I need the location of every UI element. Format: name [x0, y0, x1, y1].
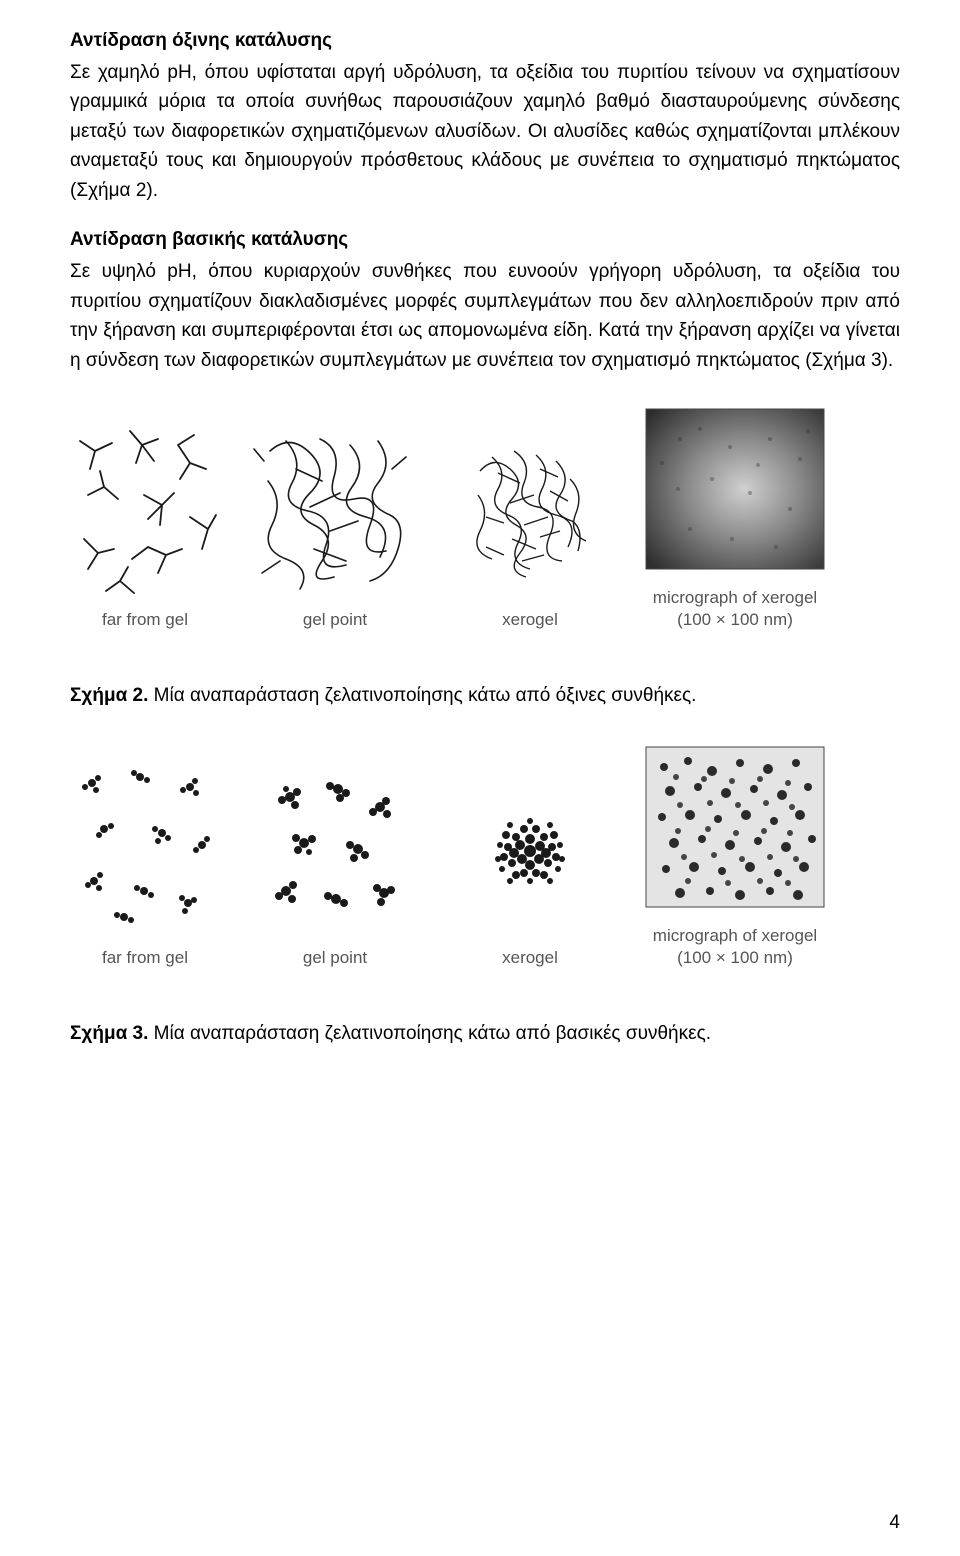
fig3-label-c: xerogel [502, 947, 558, 969]
figure-3-caption: Σχήμα 3. Μία αναπαράσταση ζελατινοποίηση… [70, 1023, 900, 1045]
fig3-caption-text: Μία αναπαράσταση ζελατινοποίησης κάτω απ… [148, 1023, 711, 1044]
fig2-label-a: far from gel [102, 609, 188, 631]
fig3-panel-xerogel: xerogel [450, 759, 610, 969]
fig2-panel-micrograph: micrograph of xerogel (100 × 100 nm) [640, 399, 830, 631]
section2-heading: Αντίδραση βασικής κατάλυσης [70, 229, 900, 251]
fig2-panel-far: far from gel [70, 421, 220, 631]
fig2-label-b: gel point [303, 609, 367, 631]
figure-2-row: far from gel gel point [70, 399, 900, 631]
fig2-label-c: xerogel [502, 609, 558, 631]
page-number: 4 [889, 1512, 900, 1534]
fig2-gel-point-icon [250, 421, 420, 601]
fig3-gel-point-icon [250, 759, 420, 939]
fig3-far-from-gel-icon [70, 759, 220, 939]
figure-2: far from gel gel point [70, 399, 900, 631]
section2-para: Σε υψηλό pH, όπου κυριαρχούν συνθήκες πο… [70, 257, 900, 375]
fig2-label-d: micrograph of xerogel (100 × 100 nm) [653, 587, 817, 631]
fig2-caption-text: Μία αναπαράσταση ζελατινοποίησης κάτω απ… [148, 685, 696, 706]
fig2-caption-bold: Σχήμα 2. [70, 685, 148, 706]
fig3-label-b: gel point [303, 947, 367, 969]
fig3-panel-micrograph: micrograph of xerogel (100 × 100 nm) [640, 737, 830, 969]
fig3-caption-bold: Σχήμα 3. [70, 1023, 148, 1044]
fig3-xerogel-icon [450, 759, 610, 939]
fig2-micrograph-icon [640, 399, 830, 579]
fig3-panel-far: far from gel [70, 759, 220, 969]
figure-2-caption: Σχήμα 2. Μία αναπαράσταση ζελατινοποίηση… [70, 685, 900, 707]
fig3-micrograph-icon [640, 737, 830, 917]
section1-para: Σε χαμηλό pH, όπου υφίσταται αργή υδρόλυ… [70, 58, 900, 205]
fig2-panel-gelpoint: gel point [250, 421, 420, 631]
fig3-label-d: micrograph of xerogel (100 × 100 nm) [653, 925, 817, 969]
section1-heading: Αντίδραση όξινης κατάλυσης [70, 30, 900, 52]
figure-3: far from gel gel point [70, 737, 900, 969]
fig3-panel-gelpoint: gel point [250, 759, 420, 969]
fig2-xerogel-icon [450, 421, 610, 601]
fig2-far-from-gel-icon [70, 421, 220, 601]
fig3-label-a: far from gel [102, 947, 188, 969]
fig2-panel-xerogel: xerogel [450, 421, 610, 631]
figure-3-row: far from gel gel point [70, 737, 900, 969]
